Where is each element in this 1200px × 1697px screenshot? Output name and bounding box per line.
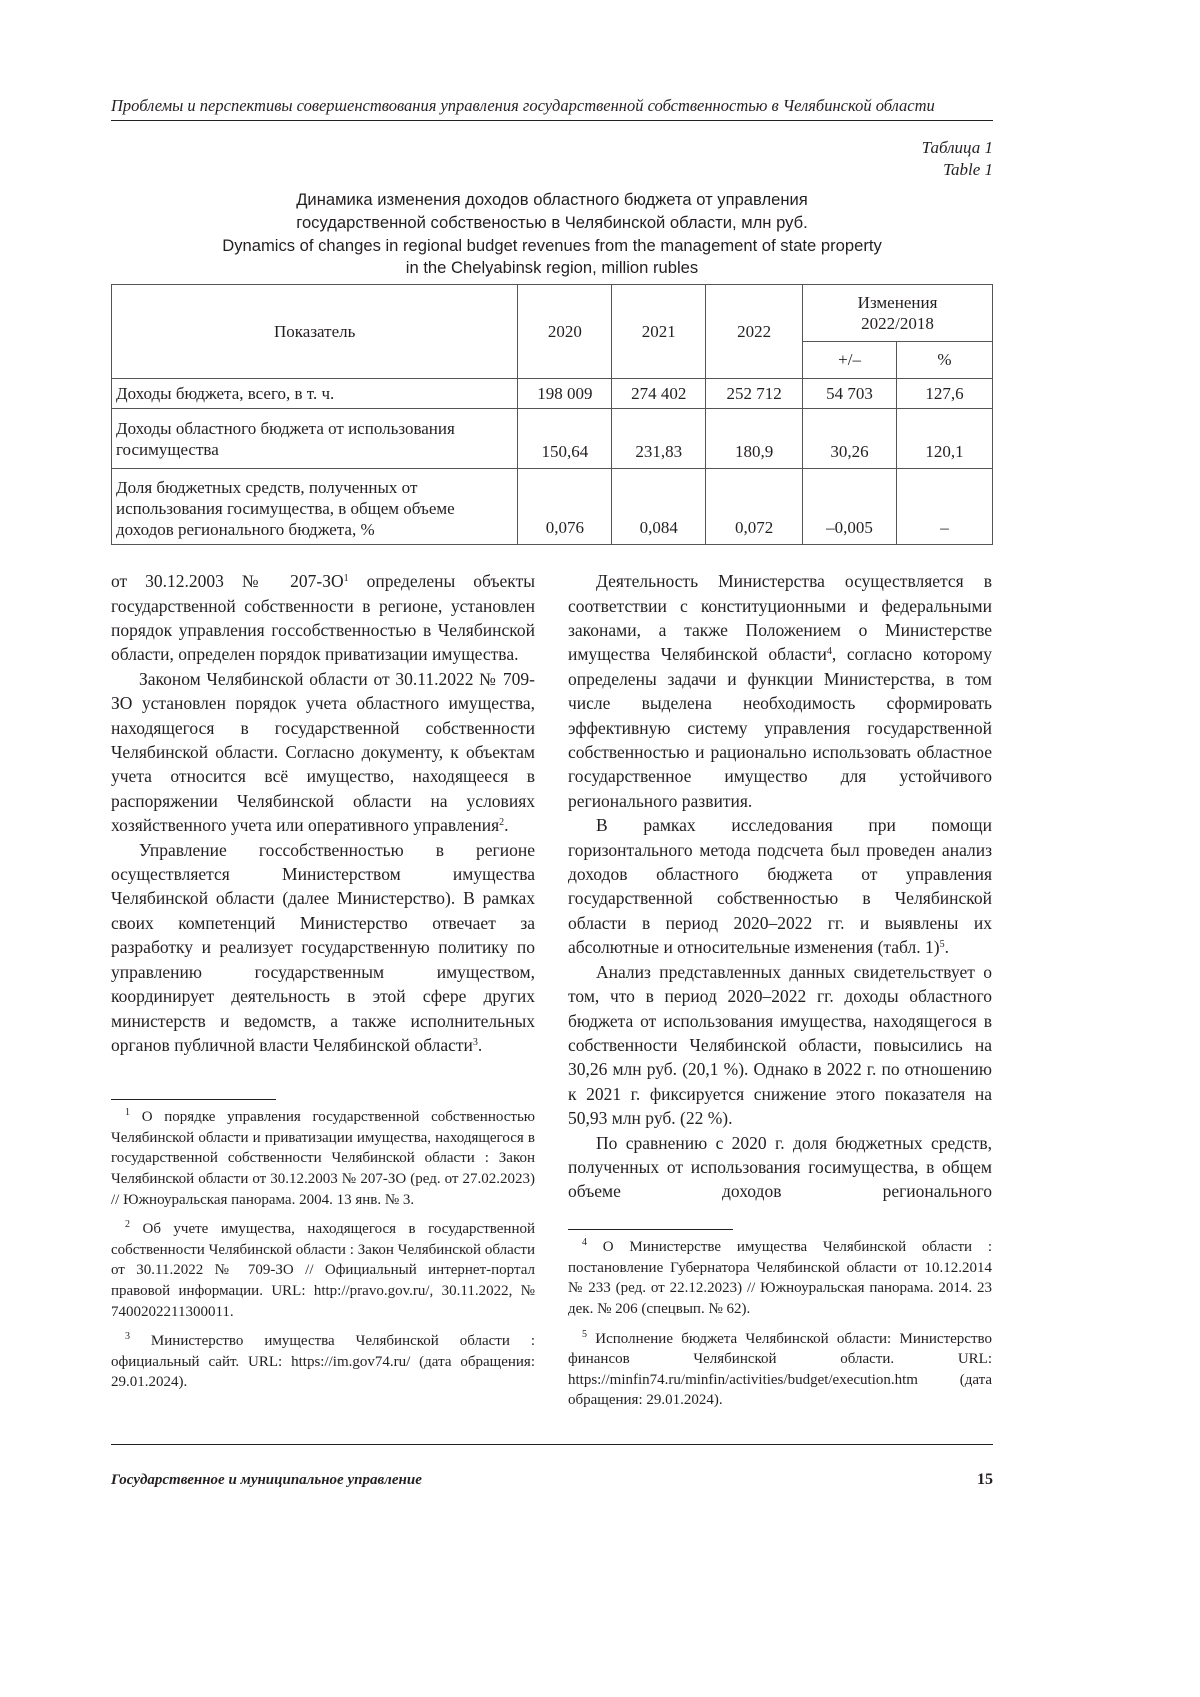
page-number: 15	[977, 1470, 993, 1488]
cell: 252 712	[705, 378, 804, 410]
running-header: Проблемы и перспективы совершенствования…	[111, 96, 935, 115]
header-year: 2020	[517, 284, 613, 380]
cell: –0,005	[802, 468, 898, 546]
cell: 231,83	[611, 408, 707, 470]
body-column-left: от 30.12.2003 № 207-ЗО1 определены объек…	[111, 569, 535, 1099]
footnote-divider	[568, 1229, 733, 1231]
paragraph: Анализ представленных данных свидетельст…	[568, 961, 992, 1129]
footnote-ref: 5	[939, 939, 945, 951]
paragraph: Законом Челябинской области от 30.11.202…	[111, 667, 535, 838]
paragraph: Управление госсобственностью в регионе о…	[111, 838, 535, 1058]
table-label-ru: Таблица 1	[921, 138, 993, 157]
body-columns: от 30.12.2003 № 207-ЗО1 определены объек…	[111, 569, 993, 1420]
cell: 0,072	[705, 468, 804, 546]
cell: 198 009	[517, 378, 613, 410]
header-change-pct: %	[896, 341, 993, 380]
footnotes-left: 1 О порядке управления государственной с…	[111, 1107, 535, 1402]
paragraph: от 30.12.2003 № 207-ЗО1 определены объек…	[111, 569, 535, 667]
cell: 120,1	[896, 408, 993, 470]
row-label: Доля бюджетных средств, полученных от ис…	[110, 468, 519, 546]
table-title: Динамика изменения доходов областного бю…	[111, 189, 993, 280]
paragraph-text: Деятельность Министерства осуществляется…	[568, 571, 992, 665]
cell: 274 402	[611, 378, 707, 410]
paragraph-text: Управление госсобственностью в регионе о…	[111, 839, 535, 1055]
cell: –	[896, 468, 993, 546]
paragraph-text: .	[504, 815, 509, 836]
table-title-line: Динамика изменения доходов областного бю…	[296, 190, 808, 209]
table-title-line: государственной собственостью в Челябинс…	[296, 212, 808, 232]
footnote: 1 О порядке управления государственной с…	[111, 1107, 535, 1210]
cell: 30,26	[802, 408, 898, 470]
footnote: 5 Исполнение бюджета Челябинской области…	[568, 1329, 992, 1411]
column-right: Деятельность Министерства осуществляется…	[568, 569, 992, 1420]
footnote-text: Исполнение бюджета Челябинской области: …	[568, 1330, 992, 1409]
footnote-text: О Министерстве имущества Челябинской обл…	[568, 1239, 992, 1317]
footnote-text: Об учете имущества, находящегося в госуд…	[111, 1221, 535, 1320]
table-row: Доля бюджетных средств, полученных от ис…	[110, 468, 993, 546]
table-label-en: Table 1	[943, 160, 993, 179]
table-title-line: in the Chelyabinsk region, million ruble…	[405, 258, 699, 278]
row-label: Доходы бюджета, всего, в т. ч.	[110, 378, 519, 410]
row-label: Доходы областного бюджета от использован…	[110, 408, 519, 470]
footnote-ref: 1	[343, 573, 349, 585]
paragraph-text: .	[477, 1034, 483, 1055]
footnote-text: Министерство имущества Челябинской облас…	[111, 1333, 535, 1391]
cell: 180,9	[705, 408, 804, 470]
table-row: Доходы бюджета, всего, в т. ч. 198 009 2…	[110, 378, 993, 410]
header-indicator: Показатель	[110, 284, 519, 380]
header-divider	[111, 120, 993, 121]
footnote-ref: 4	[826, 646, 832, 658]
revenue-table: Показатель 2020 2021 2022 Изменения 2022…	[110, 284, 993, 546]
footnote-number: 2	[125, 1219, 130, 1231]
footnote: 2 Об учете имущества, находящегося в гос…	[111, 1219, 535, 1322]
journal-title: Государственное и муниципальное управлен…	[111, 1471, 422, 1488]
cell: 127,6	[896, 378, 993, 410]
paragraph-text: определены объекты государственной собст…	[111, 571, 535, 665]
paragraph-text: от 30.12.2003 № 207-ЗО	[111, 571, 344, 592]
paragraph-text: .	[944, 937, 949, 958]
paragraph: В рамках исследования при помощи горизон…	[568, 813, 992, 959]
footnote-number: 5	[582, 1328, 587, 1340]
footer-divider	[111, 1443, 993, 1445]
column-left: от 30.12.2003 № 207-ЗО1 определены объек…	[111, 569, 535, 1420]
paragraph: По сравнению с 2020 г. доля бюджетных ср…	[568, 1132, 992, 1202]
header-year: 2022	[705, 284, 804, 380]
paragraph-text: В рамках исследования при помощи горизон…	[568, 815, 992, 958]
table-title-line: Dynamics of changes in regional budget r…	[222, 235, 882, 255]
footer: Государственное и муниципальное управлен…	[111, 1471, 993, 1519]
footnotes-right: 4 О Министерстве имущества Челябинской о…	[568, 1237, 992, 1420]
body-column-right: Деятельность Министерства осуществляется…	[568, 569, 992, 1229]
footnote-text: О порядке управления государственной соб…	[111, 1109, 535, 1208]
footnote-ref: 3	[472, 1036, 478, 1048]
cell: 0,076	[517, 468, 613, 546]
header-year: 2021	[611, 284, 707, 380]
paragraph: Деятельность Министерства осуществляется…	[568, 569, 992, 813]
footnote-ref: 2	[499, 817, 505, 829]
table-labels: Таблица 1 Table 1	[111, 137, 993, 181]
cell: 54 703	[802, 378, 898, 410]
footnote: 3 Министерство имущества Челябинской обл…	[111, 1331, 535, 1393]
header-change-abs: +/–	[802, 341, 898, 380]
paragraph-text: , согласно которому определены задачи и …	[568, 644, 992, 811]
paragraph-text: Законом Челябинской области от 30.11.202…	[111, 668, 535, 836]
cell: 0,084	[611, 468, 707, 546]
footnote-number: 4	[582, 1237, 587, 1249]
table-row: Доходы областного бюджета от использован…	[110, 408, 993, 470]
cell: 150,64	[517, 408, 613, 470]
header-change: Изменения 2022/2018	[802, 284, 993, 343]
footnote-divider	[111, 1099, 276, 1101]
footnote-number: 1	[125, 1107, 130, 1119]
footnote: 4 О Министерстве имущества Челябинской о…	[568, 1237, 992, 1319]
page: Проблемы и перспективы совершенствования…	[110, 0, 993, 1519]
footnote-number: 3	[125, 1331, 130, 1343]
